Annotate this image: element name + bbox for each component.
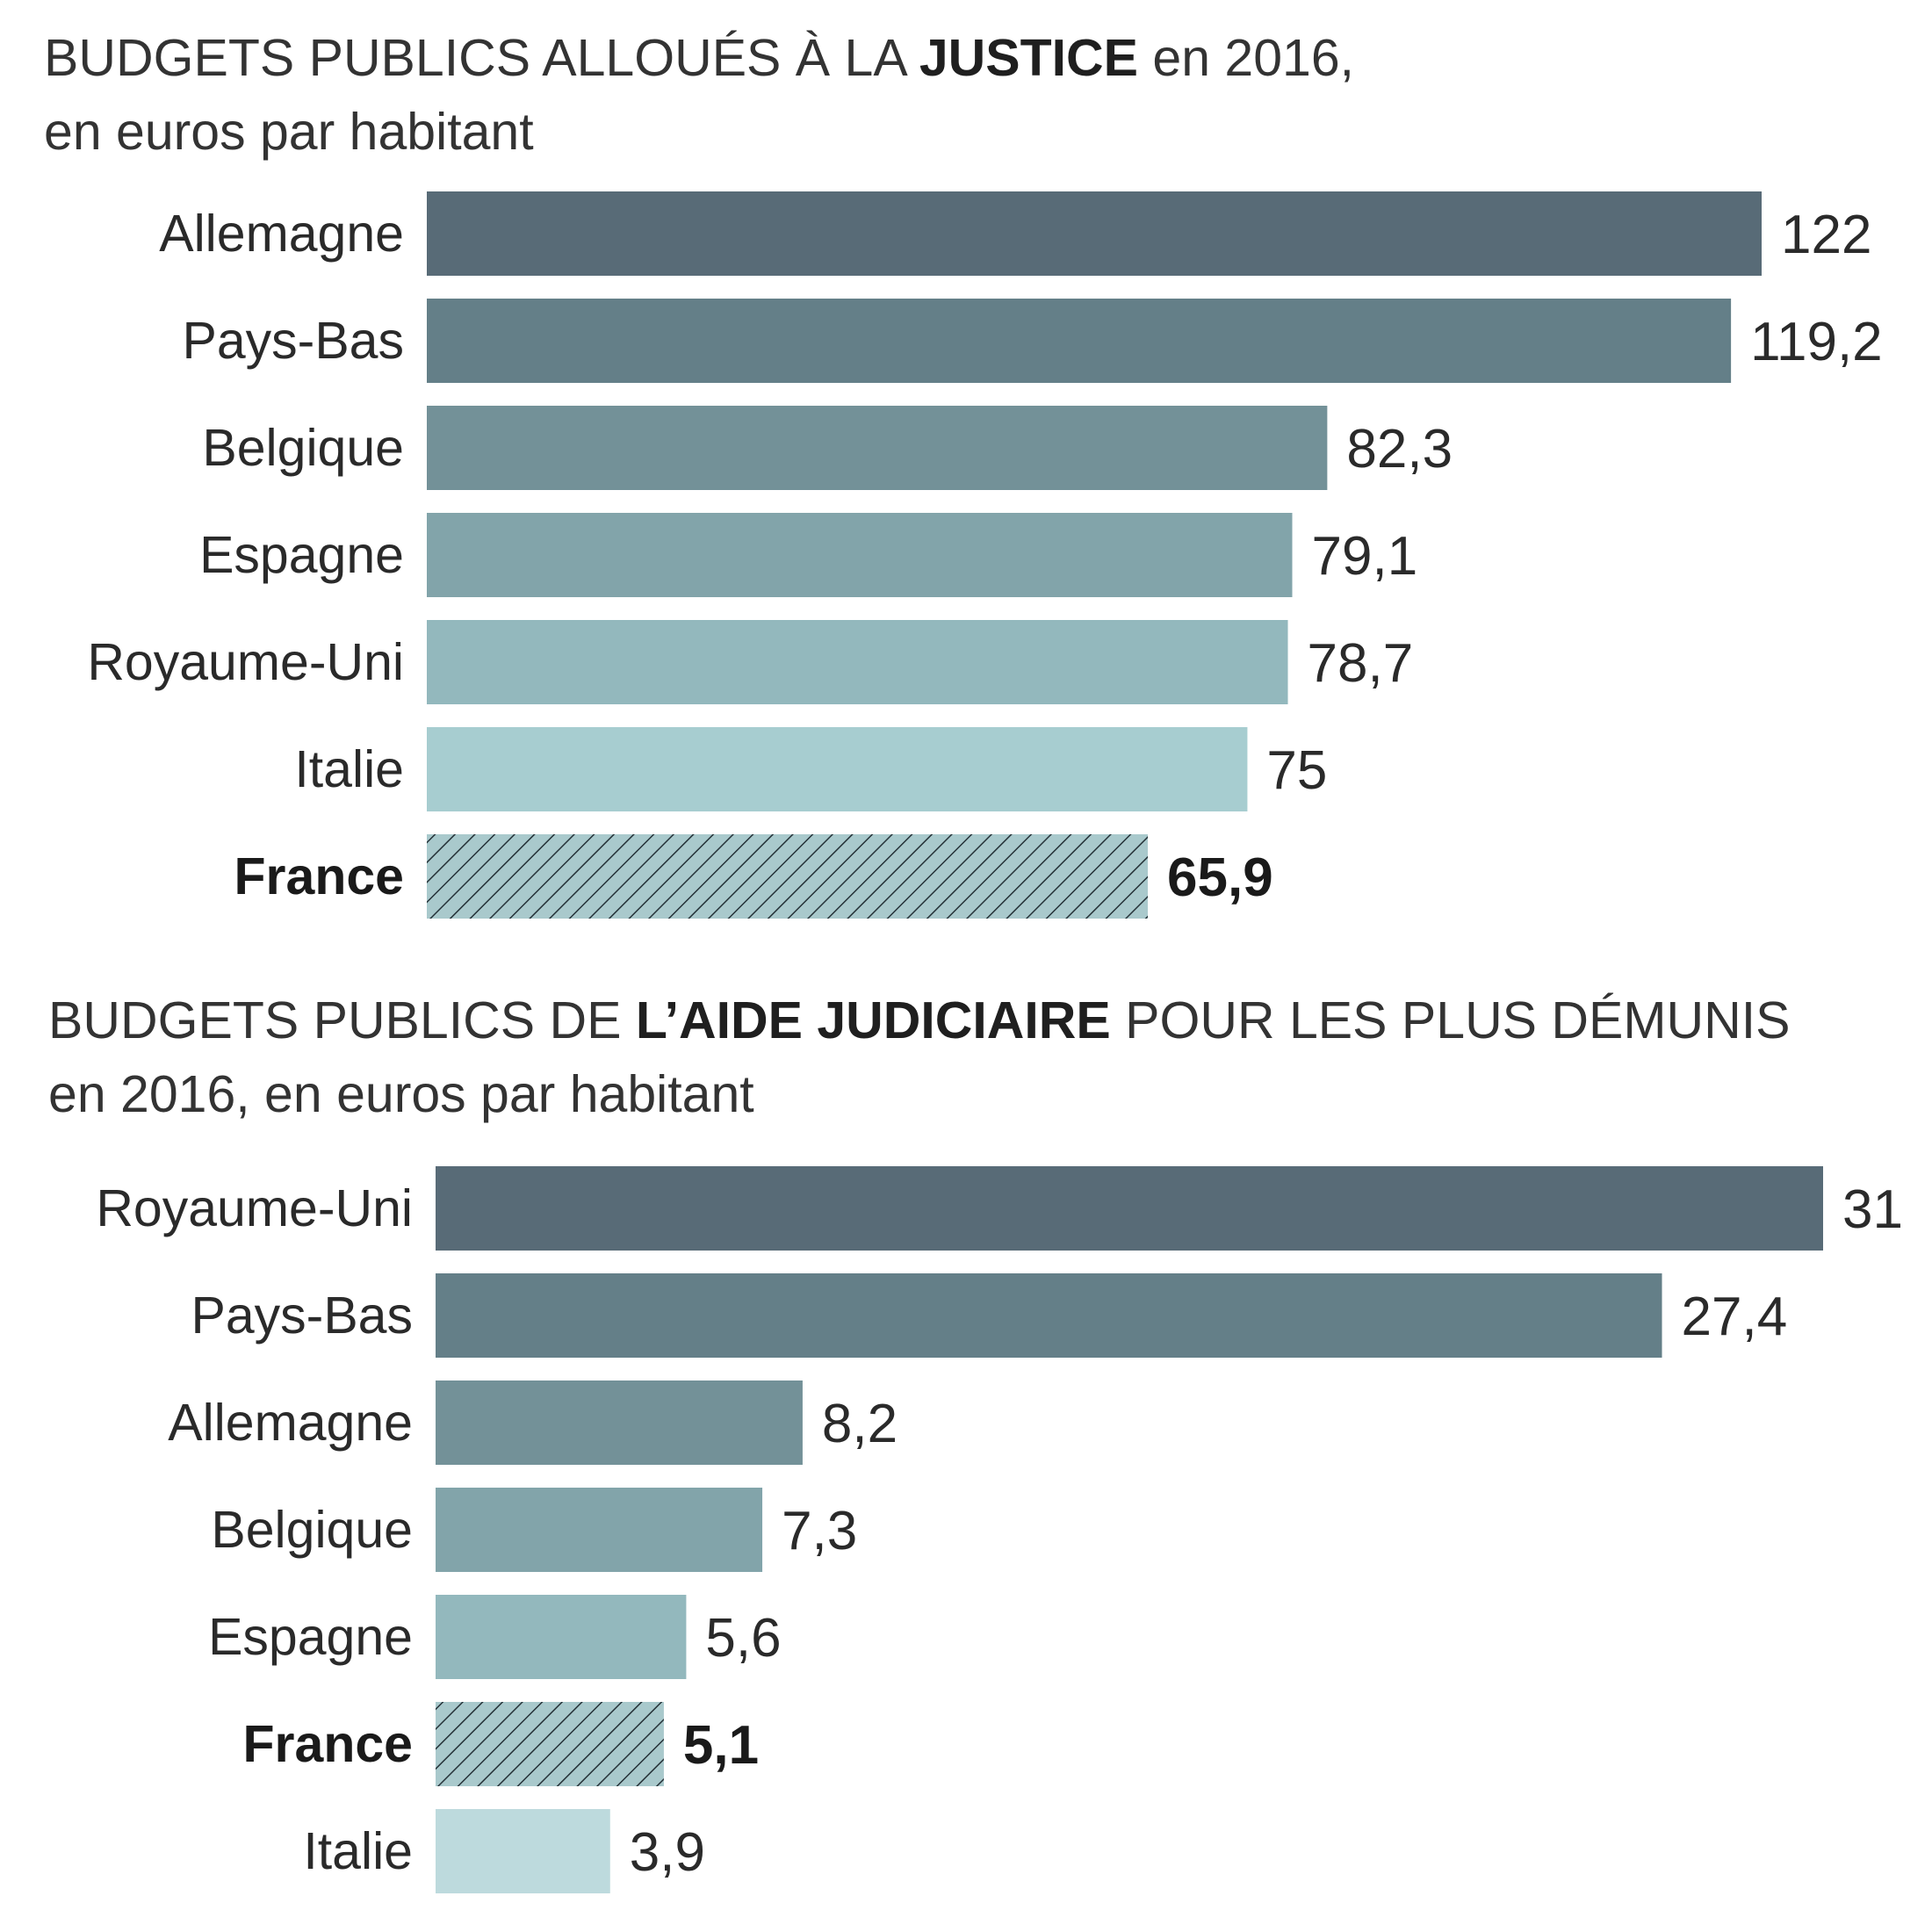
title-prefix: BUDGETS PUBLICS ALLOUÉS À LA (44, 29, 919, 87)
title-suffix: POUR LES PLUS DÉMUNIS (1110, 991, 1791, 1049)
value-label: 82,3 (1346, 419, 1453, 479)
value-label: 8,2 (822, 1394, 898, 1454)
value-label: 78,7 (1308, 633, 1414, 694)
category-label: Pays-Bas (191, 1287, 413, 1344)
category-label: Pays-Bas (183, 312, 404, 370)
bar-espagne (427, 513, 1293, 597)
value-label: 75 (1266, 740, 1327, 801)
chart-title-line: BUDGETS PUBLICS ALLOUÉS À LA JUSTICE en … (44, 21, 1354, 95)
bar-pays-bas (427, 299, 1732, 383)
category-label: Italie (294, 740, 404, 798)
bar-royaume-uni (436, 1166, 1823, 1251)
value-label: 5,6 (705, 1608, 781, 1669)
bar-pays-bas (436, 1273, 1662, 1358)
category-label: Espagne (199, 526, 404, 584)
chart-title-line: BUDGETS PUBLICS DE L’AIDE JUDICIAIRE POU… (48, 984, 1791, 1057)
title-emphasis: L’AIDE JUDICIAIRE (635, 991, 1111, 1049)
category-label: Belgique (211, 1501, 413, 1559)
title-prefix: BUDGETS PUBLICS DE (48, 991, 636, 1049)
bar-allemagne (427, 191, 1762, 276)
chart-title-justice: BUDGETS PUBLICS ALLOUÉS À LA JUSTICE en … (44, 21, 1354, 169)
category-label: Espagne (208, 1608, 413, 1666)
category-label: Belgique (202, 419, 404, 477)
category-label: Royaume-Uni (87, 633, 404, 691)
category-label: France (243, 1715, 413, 1773)
bar-italie (436, 1809, 610, 1893)
chart-subtitle: en 2016, en euros par habitant (48, 1065, 754, 1123)
value-label: 65,9 (1167, 847, 1273, 908)
justice-budget-bar-chart: Allemagne 122 Pays-Bas 119,2 Belgique 82,3 Esp… (87, 191, 1883, 919)
value-label: 79,1 (1312, 526, 1418, 587)
value-label: 7,3 (782, 1501, 857, 1561)
chart-subtitle: en euros par habitant (44, 103, 534, 161)
category-label: Royaume-Uni (96, 1179, 413, 1237)
bar-belgique (436, 1488, 763, 1572)
bar-allemagne (436, 1381, 803, 1465)
title-suffix: en 2016, (1138, 29, 1355, 87)
bar-france (427, 834, 1149, 919)
category-label: Allemagne (168, 1394, 413, 1452)
bar-france (436, 1702, 664, 1786)
category-label: France (234, 847, 404, 905)
value-label: 119,2 (1750, 312, 1883, 372)
bar-italie (427, 727, 1248, 811)
value-label: 122 (1781, 205, 1871, 265)
value-label: 3,9 (630, 1822, 705, 1883)
bar-espagne (436, 1595, 687, 1679)
category-label: Italie (303, 1822, 413, 1880)
legal-aid-budget-bar-chart: Royaume-Uni 31 Pays-Bas 27,4 Allemagne 8,2 Bel… (96, 1166, 1903, 1893)
bar-belgique (427, 406, 1328, 490)
chart-title-legal-aid: BUDGETS PUBLICS DE L’AIDE JUDICIAIRE POU… (48, 984, 1791, 1131)
category-label: Allemagne (159, 205, 404, 263)
value-label: 27,4 (1682, 1287, 1788, 1347)
value-label: 31 (1842, 1179, 1903, 1240)
title-emphasis: JUSTICE (919, 29, 1139, 87)
value-label: 5,1 (683, 1715, 759, 1776)
bar-royaume-uni (427, 620, 1288, 704)
